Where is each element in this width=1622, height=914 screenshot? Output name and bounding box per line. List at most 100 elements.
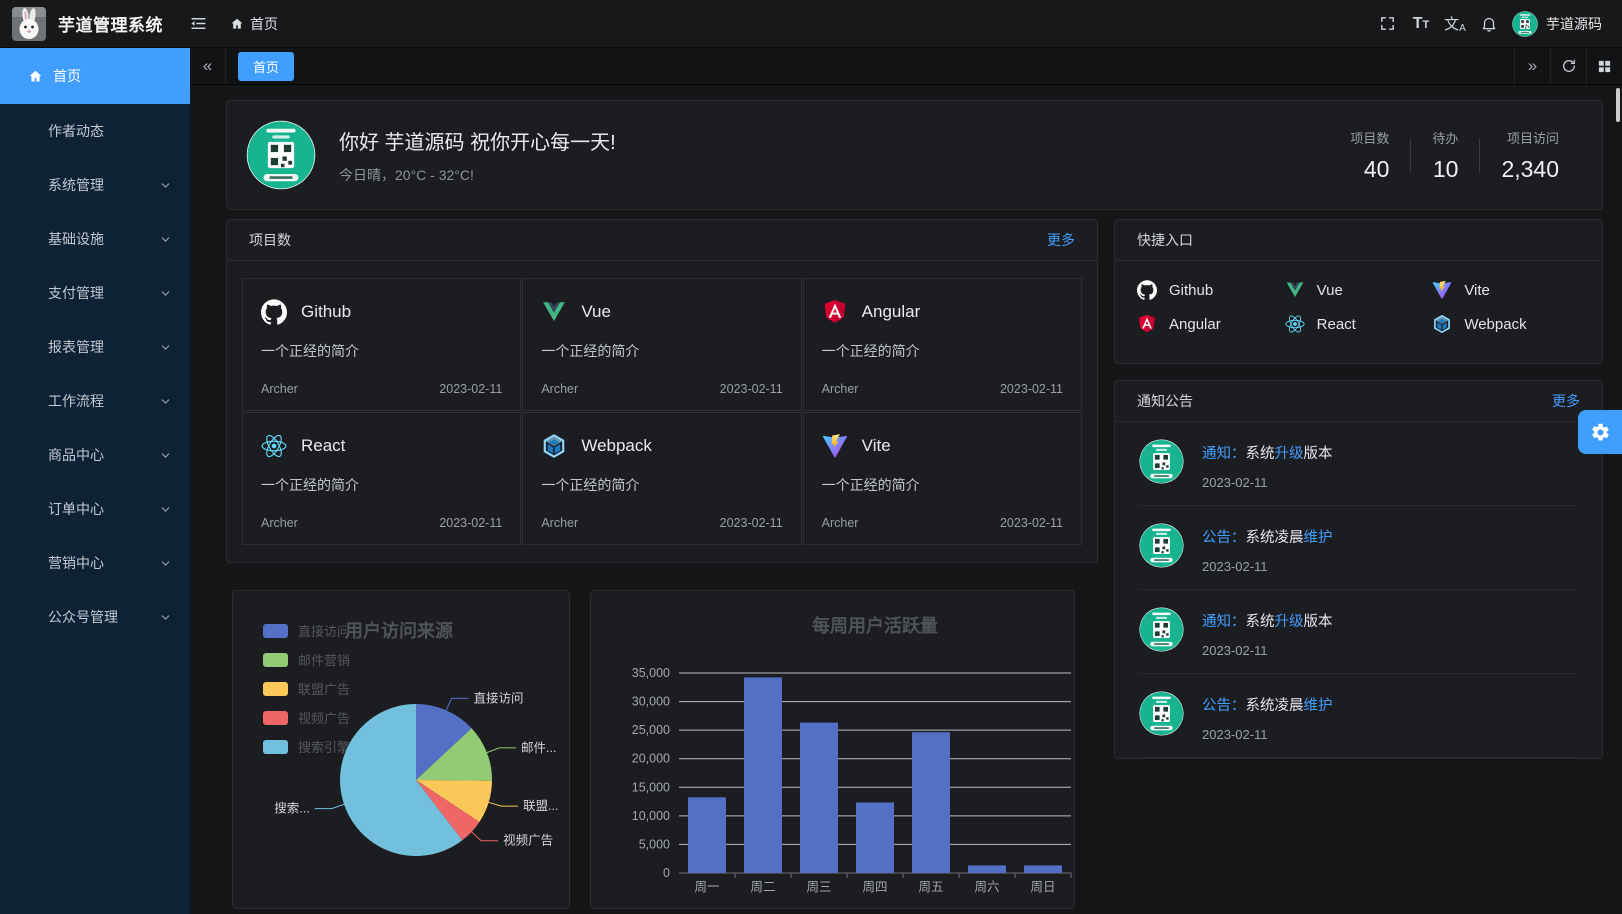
breadcrumb-item-home[interactable]: 首页 [250, 15, 278, 32]
sidebar-item-workflow[interactable]: 工作流程 [0, 374, 190, 428]
legend-item-联盟广告[interactable]: 联盟广告 [263, 679, 350, 698]
shortcut-label: Github [1169, 281, 1214, 299]
layout-grid-icon[interactable] [1586, 48, 1622, 84]
notice-title: 公告：系统凌晨维护 [1202, 698, 1333, 714]
project-author: Archer [541, 382, 579, 396]
sidebar-item-label: 工作流程 [48, 393, 104, 409]
locale-icon[interactable]: 文A [1444, 16, 1466, 34]
legend-label: 直接访问 [298, 624, 351, 639]
welcome-greeting: 你好 芋道源码 祝你开心每一天! [339, 131, 616, 154]
breadcrumb: 首页 [230, 14, 278, 34]
sidebar-item-mp[interactable]: 公众号管理 [0, 590, 190, 644]
shortcut-github[interactable]: Github [1137, 280, 1285, 300]
project-name: Vue [581, 302, 611, 321]
project-footer: Archer 2023-02-11 [541, 382, 782, 396]
sidebar-item-home[interactable]: 首页 [0, 48, 190, 104]
legend-item-直接访问[interactable]: 直接访问 [263, 621, 350, 640]
legend-label: 搜索引擎 [298, 740, 351, 755]
project-date: 2023-02-11 [999, 516, 1063, 530]
svg-text:周二: 周二 [750, 880, 775, 894]
project-description: 一个正经的简介 [541, 477, 640, 493]
notices-panel: 通知公告 更多 通知：系统升级版本 2023-02-11 公告：系统凌晨维护 2023… [1114, 380, 1603, 759]
sidebar-item-report[interactable]: 报表管理 [0, 320, 190, 374]
react-icon [1285, 314, 1305, 334]
top-header: 芋道管理系统 首页 TT 文A 芋道源码 [0, 0, 1622, 48]
shortcuts-panel: 快捷入口 Github Vue Vite Angular React Webpack [1114, 219, 1603, 364]
stat-value: 10 [1432, 155, 1459, 182]
theme-settings-button[interactable] [1578, 410, 1622, 454]
shortcut-angular[interactable]: Angular [1137, 314, 1285, 334]
tab-首页[interactable]: 首页 [238, 51, 295, 81]
tabs-scroll-right-button[interactable]: » [1514, 48, 1550, 84]
sidebar-item-pay[interactable]: 支付管理 [0, 266, 190, 320]
chevron-down-icon [159, 503, 172, 516]
project-date: 2023-02-11 [719, 382, 783, 396]
notices-list: 通知：系统升级版本 2023-02-11 公告：系统凌晨维护 2023-02-11 通知… [1115, 422, 1602, 758]
tabs-scroll-left-button[interactable]: « [190, 48, 226, 84]
project-card-vue[interactable]: Vue 一个正经的简介 Archer 2023-02-11 [522, 278, 802, 411]
stat-label: 项目访问 [1506, 130, 1559, 146]
legend-item-搜索引擎[interactable]: 搜索引擎 [263, 737, 350, 756]
project-date: 2023-02-11 [439, 516, 503, 530]
notice-body: 通知：系统升级版本 2023-02-11 [1202, 607, 1333, 658]
sidebar-item-label: 商品中心 [48, 447, 104, 463]
vue-icon [1285, 280, 1305, 300]
notices-more-link[interactable]: 更多 [1552, 393, 1580, 409]
sidebar-collapse-button[interactable] [189, 14, 208, 33]
sidebar-item-system[interactable]: 系统管理 [0, 158, 190, 212]
chevron-down-icon [159, 395, 172, 408]
legend-label: 联盟广告 [298, 682, 351, 697]
project-card-webpack[interactable]: Webpack 一个正经的简介 Archer 2023-02-11 [522, 412, 802, 545]
shortcut-label: Webpack [1464, 315, 1527, 333]
project-name: Github [301, 302, 352, 321]
notice-item-1[interactable]: 通知：系统升级版本 2023-02-11 [1139, 422, 1578, 506]
projects-panel: 项目数 更多 Github 一个正经的简介 Archer 2023-02-11 Vue 一… [226, 219, 1098, 563]
sidebar-item-author-news[interactable]: 作者动态 [0, 104, 190, 158]
project-card-react[interactable]: React 一个正经的简介 Archer 2023-02-11 [242, 412, 522, 545]
user-menu[interactable]: 芋道源码 [1512, 10, 1602, 37]
shortcut-vue[interactable]: Vue [1285, 280, 1433, 300]
bar-chart-card: 每周用户活跃量 0 5,000 10,000 15,000 20,000 25,000 30,… [590, 590, 1075, 909]
shortcut-react[interactable]: React [1285, 314, 1433, 334]
project-name: Angular [861, 302, 921, 321]
project-card-github[interactable]: Github 一个正经的简介 Archer 2023-02-11 [242, 278, 522, 411]
sidebar-item-product[interactable]: 商品中心 [0, 428, 190, 482]
sidebar-item-label: 作者动态 [48, 123, 104, 139]
legend-item-邮件营销[interactable]: 邮件营销 [263, 650, 350, 669]
project-card-header: React [261, 433, 502, 459]
sidebar-item-label: 报表管理 [48, 339, 104, 355]
angular-icon [1137, 314, 1157, 334]
svg-text:周六: 周六 [974, 880, 999, 894]
project-card-angular[interactable]: Angular 一个正经的简介 Archer 2023-02-11 [802, 278, 1082, 411]
scrollbar-thumb[interactable] [1616, 88, 1620, 122]
legend-item-视频广告[interactable]: 视频广告 [263, 708, 350, 727]
svg-text:15,000: 15,000 [632, 780, 670, 794]
pie-chart-card: 直接访问 邮件营销 联盟广告 视频广告 搜索引擎 用户访问来源 直接访问 邮件... 联盟.… [232, 590, 570, 909]
svg-text:周三: 周三 [806, 880, 831, 894]
font-size-icon[interactable]: TT [1412, 14, 1430, 32]
stat-divider [1479, 138, 1481, 172]
notice-item-2[interactable]: 公告：系统凌晨维护 2023-02-11 [1139, 506, 1578, 590]
svg-text:邮件...: 邮件... [521, 741, 556, 755]
notice-item-4[interactable]: 公告：系统凌晨维护 2023-02-11 [1139, 674, 1578, 758]
notice-avatar [1139, 607, 1184, 658]
projects-more-link[interactable]: 更多 [1047, 232, 1075, 248]
shortcut-webpack[interactable]: Webpack [1432, 314, 1580, 334]
fullscreen-icon[interactable] [1370, 7, 1404, 41]
refresh-icon[interactable] [1550, 48, 1586, 84]
projects-grid: Github 一个正经的简介 Archer 2023-02-11 Vue 一个正经的简介 A… [227, 261, 1097, 562]
project-card-vite[interactable]: Vite 一个正经的简介 Archer 2023-02-11 [802, 412, 1082, 545]
shortcut-vite[interactable]: Vite [1432, 280, 1580, 300]
sidebar-item-order[interactable]: 订单中心 [0, 482, 190, 536]
stat-value: 40 [1363, 155, 1390, 182]
notice-title: 通知：系统升级版本 [1202, 446, 1333, 462]
sidebar-item-infra[interactable]: 基础设施 [0, 212, 190, 266]
notice-item-3[interactable]: 通知：系统升级版本 2023-02-11 [1139, 590, 1578, 674]
notice-title: 通知：系统升级版本 [1202, 614, 1333, 630]
home-icon [28, 69, 43, 84]
notifications-bell-icon[interactable] [1472, 7, 1506, 41]
github-icon [1137, 280, 1157, 300]
stat-项目数: 项目数 40 [1329, 128, 1410, 183]
sidebar-item-marketing[interactable]: 营销中心 [0, 536, 190, 590]
project-description: 一个正经的简介 [821, 477, 920, 493]
